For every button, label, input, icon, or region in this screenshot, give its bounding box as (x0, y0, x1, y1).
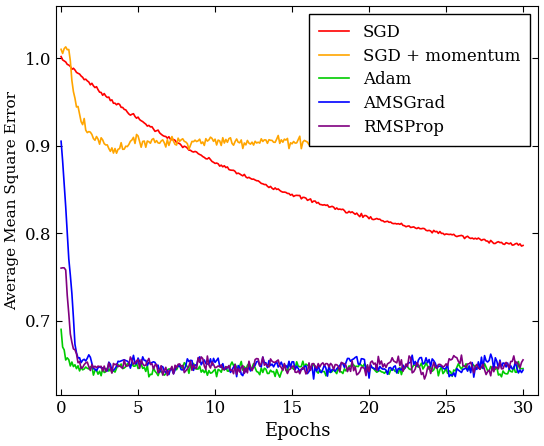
Line: AMSGrad: AMSGrad (61, 141, 523, 379)
RMSProp (421, 376, 428, 382)
SGD + momentum (489, 140, 496, 145)
SGD (518, 244, 525, 249)
SGD + momentum (247, 141, 254, 147)
Adam (487, 364, 494, 369)
AMSGrad (58, 139, 64, 144)
Line: SGD + momentum: SGD + momentum (61, 47, 523, 153)
Adam (449, 374, 455, 379)
Adam (375, 368, 381, 374)
RMSProp (520, 357, 526, 363)
RMSProp (246, 359, 252, 364)
Adam (58, 327, 64, 332)
RMSProp (489, 364, 496, 369)
AMSGrad (311, 376, 317, 382)
SGD + momentum (376, 135, 383, 140)
RMSProp (261, 363, 268, 368)
RMSProp (375, 354, 381, 359)
SGD + momentum (113, 151, 120, 156)
Adam (276, 375, 283, 380)
Adam (423, 360, 429, 365)
AMSGrad (423, 355, 429, 360)
SGD + momentum (424, 140, 431, 145)
Line: SGD: SGD (61, 57, 523, 246)
SGD (520, 243, 526, 248)
AMSGrad (520, 368, 526, 373)
Y-axis label: Average Mean Square Error: Average Mean Square Error (5, 91, 20, 310)
SGD (259, 181, 266, 186)
RMSProp (58, 265, 64, 271)
SGD (421, 226, 428, 231)
Line: RMSProp: RMSProp (61, 268, 523, 379)
SGD + momentum (63, 44, 69, 50)
Adam (244, 363, 251, 368)
X-axis label: Epochs: Epochs (264, 422, 331, 441)
SGD (58, 54, 64, 59)
SGD (244, 175, 251, 181)
SGD (374, 216, 380, 221)
Line: Adam: Adam (61, 330, 523, 377)
AMSGrad (244, 367, 251, 372)
RMSProp (424, 365, 431, 371)
Adam (259, 370, 266, 375)
SGD (447, 231, 454, 237)
AMSGrad (449, 373, 455, 378)
AMSGrad (375, 368, 381, 373)
SGD + momentum (58, 47, 64, 52)
RMSProp (59, 265, 66, 271)
AMSGrad (487, 351, 494, 357)
Adam (520, 366, 526, 371)
Legend: SGD, SGD + momentum, Adam, AMSGrad, RMSProp: SGD, SGD + momentum, Adam, AMSGrad, RMSP… (310, 14, 530, 145)
AMSGrad (259, 355, 266, 360)
SGD (486, 240, 492, 246)
SGD + momentum (263, 137, 269, 143)
RMSProp (450, 353, 457, 358)
SGD + momentum (450, 137, 457, 142)
SGD + momentum (520, 141, 526, 147)
